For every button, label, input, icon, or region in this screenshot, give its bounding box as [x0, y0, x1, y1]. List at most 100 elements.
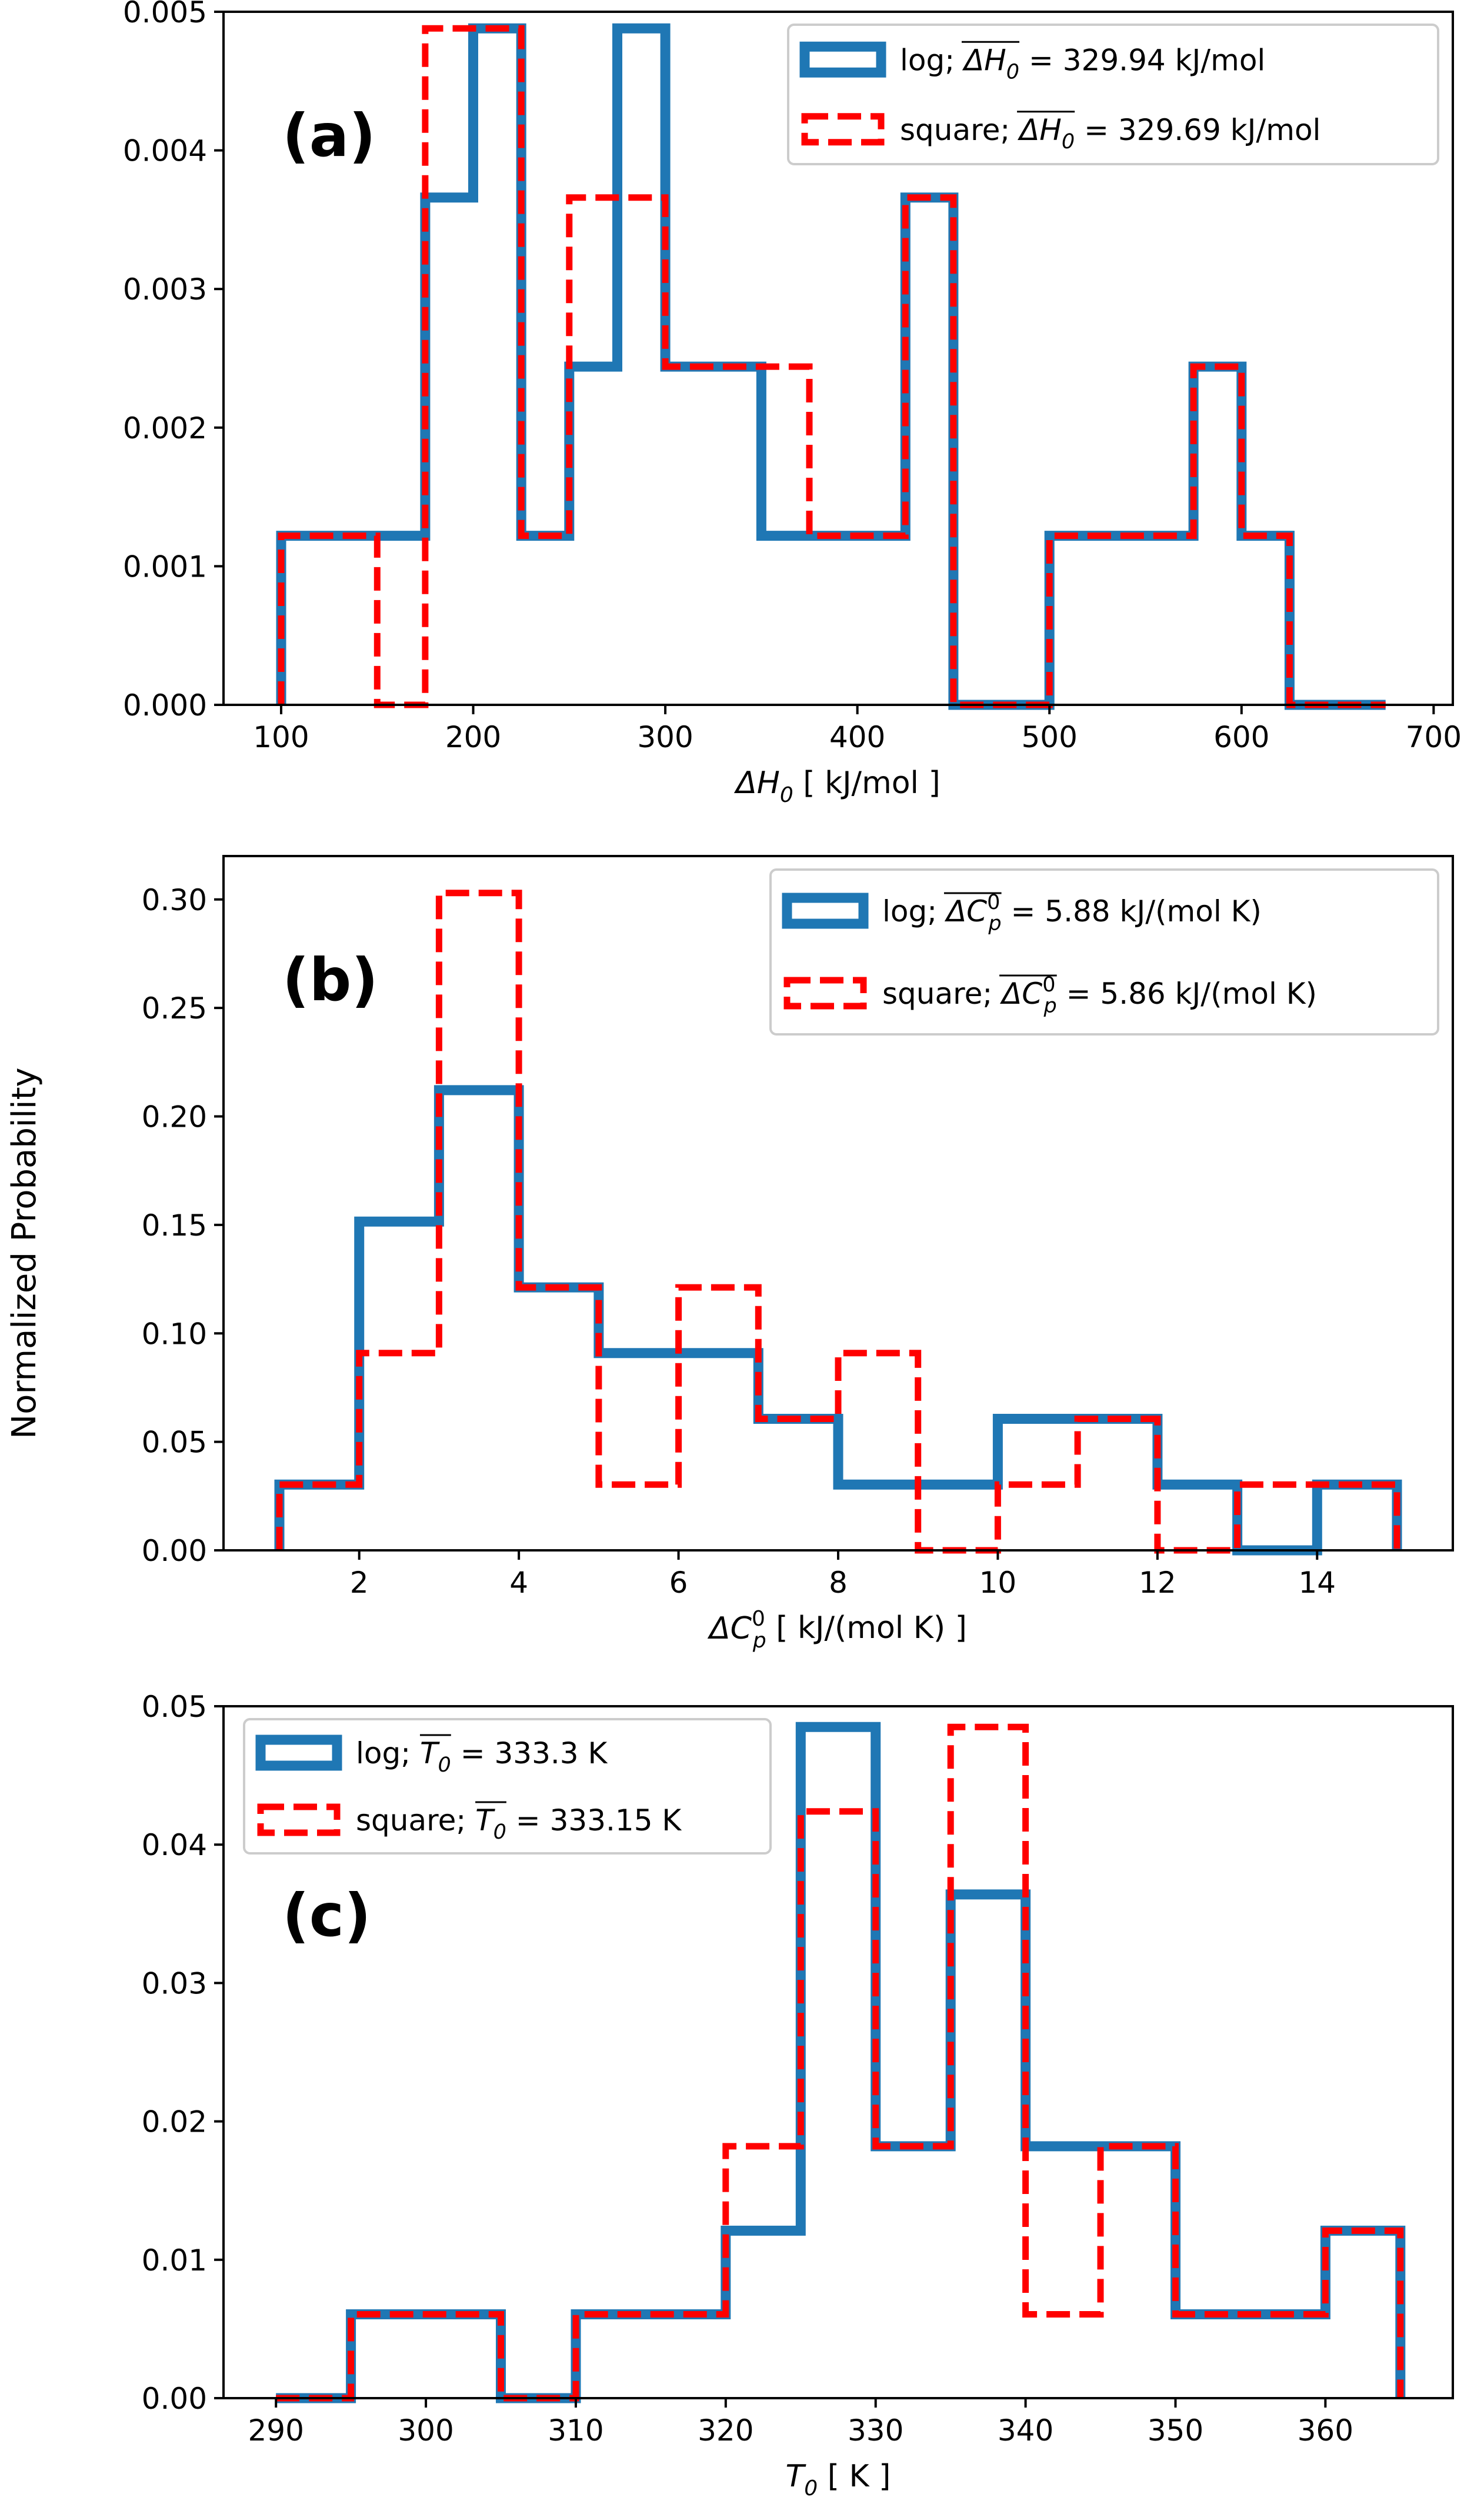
x-axis-label-suffix: [ kJ/(mol K) ] — [766, 1610, 967, 1646]
legend-entry-log-symbol: ΔC — [944, 894, 987, 928]
legend-entry-log-sup: 0 — [987, 891, 1000, 914]
legend-entry-log-suffix: = 329.94 kJ/mol — [1019, 43, 1265, 77]
panel-label: (c) — [282, 1881, 371, 1950]
x-tick-label: 100 — [253, 720, 309, 754]
x-axis-label-sub: p — [752, 1629, 766, 1653]
y-tick-label: 0.001 — [123, 550, 207, 584]
x-tick-label: 340 — [998, 2413, 1053, 2448]
x-axis-label-sub: 0 — [780, 783, 793, 807]
legend-entry-log-sub: p — [988, 912, 1001, 935]
y-tick-label: 0.000 — [123, 688, 207, 723]
legend-entry-square-symbol: ΔC — [999, 977, 1042, 1011]
y-tick-label: 0.15 — [142, 1208, 207, 1243]
x-tick-label: 4 — [509, 1566, 528, 1600]
x-tick-label: 360 — [1298, 2413, 1353, 2448]
legend-box — [787, 24, 1439, 165]
legend-entry-log: log; ΔH0 = 329.94 kJ/mol — [900, 43, 1265, 84]
y-tick-label: 0.005 — [123, 0, 207, 29]
legend-entry-square-sub: p — [1043, 994, 1056, 1018]
y-tick-label: 0.20 — [142, 1100, 207, 1134]
legend-entry-log-prefix: log; — [900, 43, 964, 77]
legend-entry-square-symbol: T — [475, 1803, 495, 1837]
legend-swatch-square — [257, 1803, 341, 1836]
legend-entry-log-symbol: T — [420, 1736, 440, 1770]
x-tick-label: 6 — [669, 1566, 688, 1600]
x-tick-label: 200 — [445, 720, 501, 754]
x-tick-label: 2 — [350, 1566, 369, 1600]
legend-entry-log-sub: 0 — [438, 1753, 451, 1777]
x-tick-label: 400 — [829, 720, 885, 754]
legend-entry-square: square; ΔH0 = 329.69 kJ/mol — [900, 113, 1320, 154]
legend-entry-square-prefix: square; — [900, 113, 1019, 147]
y-tick-label: 0.03 — [142, 1966, 207, 2000]
x-tick-label: 350 — [1148, 2413, 1203, 2448]
panels: 100 200 300 400 500 600 7000.0000.0010.0020.00… — [123, 0, 1462, 2501]
x-axis-label: ΔH0 [ kJ/mol ] — [733, 765, 941, 807]
legend-entry-log-sub: 0 — [1006, 60, 1019, 84]
y-tick-label: 0.05 — [142, 1426, 207, 1460]
legend-swatch-square — [783, 977, 867, 1010]
legend-entry-square-sub: 0 — [1062, 130, 1075, 154]
series-square-steps — [276, 1723, 1404, 2402]
x-axis-label-symbol: ΔC — [707, 1611, 752, 1646]
y-tick-label: 0.00 — [142, 2382, 207, 2416]
x-tick-label: 14 — [1298, 1566, 1336, 1600]
x-axis-label-suffix: [ K ] — [818, 2459, 891, 2494]
legend-swatch-log — [255, 1734, 342, 1771]
legend-swatch-square — [801, 113, 885, 146]
x-tick-label: 330 — [848, 2413, 903, 2448]
x-tick-label: 600 — [1213, 720, 1269, 754]
legend-entry-log-prefix: log; — [882, 894, 946, 928]
legend-entry-log-suffix: = 5.88 kJ/(mol K) — [1002, 894, 1262, 928]
x-tick-label: 290 — [248, 2413, 304, 2448]
axes-frame — [222, 1705, 1454, 2399]
panel-a: 100 200 300 400 500 600 700 0.000 0.001 0.002 0.00… — [123, 0, 1462, 807]
legend-entry-square-symbol: ΔH — [1017, 113, 1062, 147]
legend-entry-square-suffix: = 329.69 kJ/mol — [1075, 113, 1320, 147]
x-tick-label: 300 — [637, 720, 693, 754]
panel-c: 290 300 310 320 330 340 350 360 0.00 0.01 0.02 0.03… — [142, 1690, 1454, 2501]
legend-entry-square-suffix: = 5.86 kJ/(mol K) — [1057, 977, 1317, 1011]
legend-entry-log: log; ΔC0 p = 5.88 kJ/(mol K) — [882, 891, 1262, 935]
legend-entry-square: square; T0 = 333.15 K — [356, 1803, 682, 1844]
x-tick-label: 8 — [829, 1566, 848, 1600]
x-tick-label: 10 — [979, 1566, 1017, 1600]
x-axis-label-sup: 0 — [752, 1607, 765, 1631]
x-tick-label: 310 — [548, 2413, 603, 2448]
x-axis-label: T0 [ K ] — [786, 2459, 891, 2501]
legend-entry-log-prefix: log; — [356, 1736, 420, 1770]
legend-entry-log-suffix: = 333.3 K — [451, 1736, 608, 1770]
legend-swatch-log — [782, 893, 869, 929]
x-axis-label-suffix: [ kJ/mol ] — [793, 765, 941, 801]
y-tick-label: 0.004 — [123, 134, 207, 168]
x-axis-label-sub: 0 — [804, 2476, 818, 2501]
series-square-steps — [278, 25, 1386, 708]
legend-entry-log: log; T0 = 333.3 K — [356, 1736, 608, 1777]
y-tick-label: 0.05 — [142, 1690, 207, 1724]
panel-label: (a) — [282, 101, 376, 170]
x-tick-label: 12 — [1139, 1566, 1176, 1600]
y-tick-label: 0.10 — [142, 1317, 207, 1351]
y-tick-label: 0.01 — [142, 2243, 207, 2278]
legend-entry-log-symbol: ΔH — [962, 43, 1006, 77]
y-tick-label: 0.30 — [142, 883, 207, 917]
shared-ylabel: Normalized Probability — [5, 1067, 44, 1439]
legend-entry-square: square; ΔC0 p = 5.86 kJ/(mol K) — [882, 973, 1317, 1018]
y-tick-label: 0.00 — [142, 1534, 207, 1568]
x-axis-label-symbol: ΔH — [733, 765, 780, 801]
y-tick-label: 0.04 — [142, 1828, 207, 1862]
legend-entry-square-prefix: square; — [356, 1803, 475, 1837]
legend-entry-square-sub: 0 — [493, 1820, 506, 1844]
y-tick-label: 0.003 — [123, 272, 207, 307]
panel-b: 2 4 6 8 10 12 14 0.00 0.05 0.10 0.15 0.20 0.25 0.30 ΔC… — [142, 855, 1454, 1653]
axes-frame — [222, 11, 1454, 706]
legend-box — [769, 868, 1439, 1036]
legend-entry-square-sup: 0 — [1042, 973, 1055, 997]
x-tick-label: 500 — [1022, 720, 1078, 754]
y-tick-label: 0.002 — [123, 411, 207, 445]
legend-swatch-log — [799, 41, 886, 78]
legend-entry-square-prefix: square; — [882, 977, 1002, 1011]
